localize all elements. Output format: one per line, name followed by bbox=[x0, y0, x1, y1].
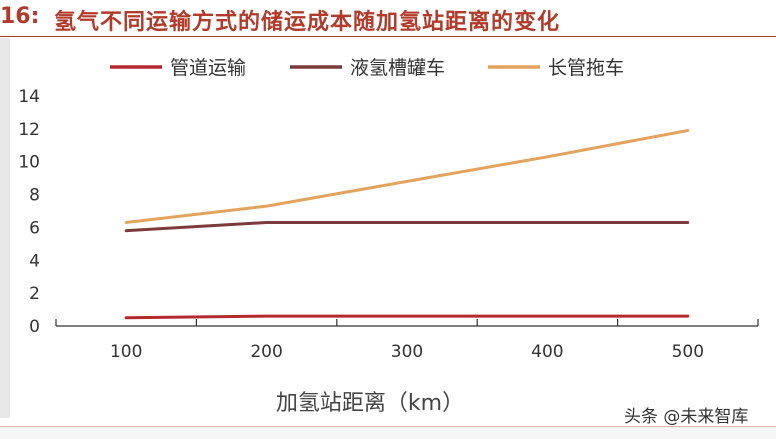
y-tick-label: 6 bbox=[29, 218, 40, 238]
y-tick-label: 8 bbox=[29, 186, 40, 206]
series-line-3 bbox=[124, 129, 690, 224]
y-tick-label: 4 bbox=[29, 251, 40, 271]
y-tick-label: 0 bbox=[29, 317, 40, 337]
watermark: 头条 @未来智库 bbox=[624, 407, 749, 427]
series-line-2 bbox=[124, 221, 690, 233]
x-tick-label: 500 bbox=[672, 342, 704, 362]
chart-title: 氢气不同运输方式的储运成本随加氢站距离的变化 bbox=[54, 10, 561, 35]
left-edge-strip bbox=[0, 38, 10, 418]
series-line-1 bbox=[124, 314, 690, 320]
y-tick-label: 14 bbox=[18, 87, 40, 107]
x-axis-title: 加氢站距离（km） bbox=[276, 391, 464, 416]
x-tick-label: 300 bbox=[391, 342, 423, 362]
title-bar: 16: 氢气不同运输方式的储运成本随加氢站距离的变化 bbox=[0, 0, 776, 37]
x-tick-label: 100 bbox=[110, 342, 142, 362]
legend-label-2: 液氢槽罐车 bbox=[350, 57, 445, 79]
y-tick-label: 10 bbox=[18, 153, 40, 173]
legend-label-3: 长管拖车 bbox=[548, 57, 624, 79]
y-tick-label: 12 bbox=[18, 120, 40, 140]
y-tick-label: 2 bbox=[29, 284, 40, 304]
x-tick-label: 200 bbox=[250, 342, 282, 362]
figure-number: 16: bbox=[0, 4, 40, 29]
legend-label-1: 管道运输 bbox=[170, 57, 246, 79]
x-tick-label: 400 bbox=[531, 342, 563, 362]
bottom-bar bbox=[0, 426, 776, 439]
